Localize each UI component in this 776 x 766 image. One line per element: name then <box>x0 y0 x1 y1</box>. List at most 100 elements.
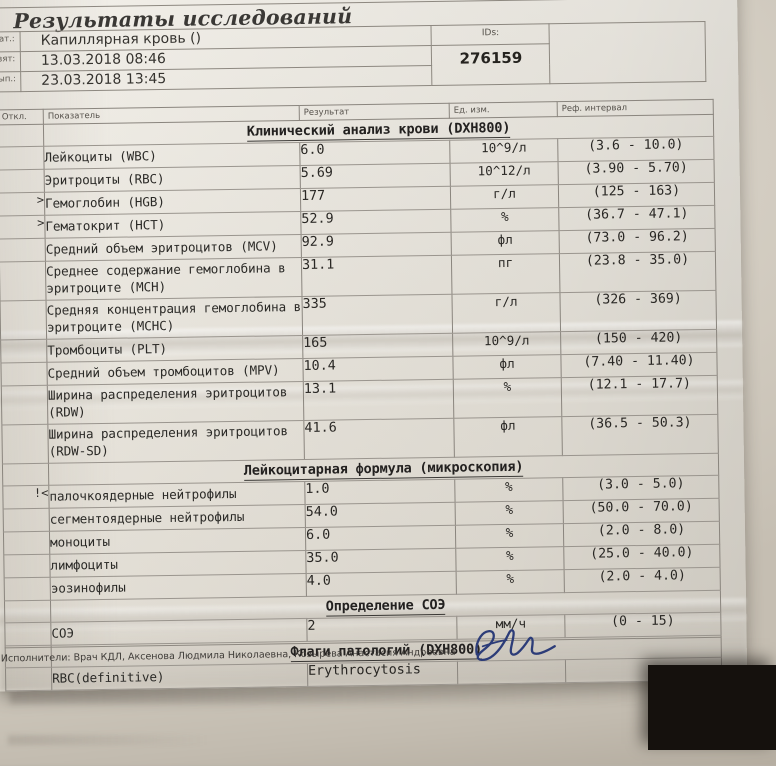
cell-result-value: 335 <box>301 294 453 336</box>
cell-result-value: 13.1 <box>303 379 454 421</box>
cell-indicator-name: Среднее содержание гемоглобина в эритроц… <box>45 257 302 301</box>
cell-indicator-name: Средняя концентрация гемоглобина в эритр… <box>46 296 303 340</box>
cell-result-value: 1.0 <box>304 479 456 505</box>
cell-reference-range: (36.5 - 50.3) <box>561 414 719 456</box>
cell-result-value: 31.1 <box>301 255 452 297</box>
meta-label-cell: Мат.: <box>0 31 21 53</box>
cell-reference-range: (2.0 - 4.0) <box>564 567 721 593</box>
id-value-cell: 276159 <box>431 43 551 86</box>
cell-result-value: 165 <box>302 333 453 359</box>
patient-id-value: 276159 <box>459 48 523 68</box>
cell-indicator-name: Ширина распределения эритроцитов (RDW) <box>47 381 304 425</box>
cell-reference-range: (2.0 - 8.0) <box>563 521 720 547</box>
cell-unit: пг <box>451 253 560 295</box>
cell-reference-range: (7.40 - 11.40) <box>560 352 718 378</box>
cell-deviation-flag <box>0 169 45 193</box>
dark-surface-corner <box>648 665 776 750</box>
cell-unit: % <box>450 207 560 233</box>
cell-unit: % <box>454 477 564 503</box>
cell-deviation-flag: > <box>0 192 45 216</box>
meta-label-cell: Взят: <box>0 51 21 73</box>
cell-reference-range: (3.0 - 5.0) <box>562 475 720 501</box>
cell-result-value: Erythrocytosis <box>307 661 458 687</box>
cell-unit: фл <box>452 354 562 380</box>
cell-indicator-name: RBC(definitive) <box>51 663 308 691</box>
cell-unit: фл <box>453 416 563 458</box>
cell-unit: % <box>453 377 562 419</box>
cell-result-value: 4.0 <box>306 571 457 597</box>
meta-label-cell: Вып.: <box>0 71 21 93</box>
cell-unit: % <box>455 500 564 526</box>
cell-deviation-flag <box>0 339 47 363</box>
header-blank-cell <box>549 21 706 84</box>
cell-reference-range: (326 - 369) <box>559 290 717 332</box>
cell-reference-range: (50.0 - 70.0) <box>563 498 720 524</box>
cell-deviation-flag <box>0 238 46 262</box>
report-content: Результаты исследований Мат.: Капиллярна… <box>0 0 722 691</box>
cell-deviation-flag <box>3 531 50 555</box>
cell-reference-range: (0 - 15) <box>564 612 722 638</box>
cell-reference-range: (73.0 - 96.2) <box>559 228 716 254</box>
cell-result-value: 6.0 <box>305 525 456 551</box>
cell-unit: г/л <box>451 292 561 334</box>
specimen-meta-table: Мат.: Капиллярная кровь () IDs: Взят: <box>0 21 706 93</box>
id-label-cell: IDs: <box>431 23 550 46</box>
table-body: Клинический анализ крови (DXH800) Лейкоци… <box>0 114 722 691</box>
cell-unit: фл <box>451 230 560 256</box>
cell-result-value: 52.9 <box>300 209 452 235</box>
cell-reference-range: (36.7 - 47.1) <box>558 205 716 231</box>
cell-unit: % <box>455 523 564 549</box>
report-header-block <box>0 0 712 9</box>
cell-deviation-flag: !< <box>2 485 50 509</box>
cell-deviation-flag <box>0 362 48 386</box>
cell-reference-range: (3.6 - 10.0) <box>557 136 715 162</box>
cell-unit: % <box>456 569 565 595</box>
cell-deviation-flag <box>3 554 51 578</box>
column-header-unit: Ед. изм. <box>449 101 558 119</box>
cell-deviation-flag <box>1 385 48 425</box>
column-header-deviation: Откл. <box>0 109 44 125</box>
cell-result-value: 177 <box>300 186 451 212</box>
cell-deviation-flag <box>5 667 52 691</box>
cell-unit <box>457 659 566 685</box>
section-title: Клинический анализ крови (DXH800) <box>246 119 511 142</box>
cell-unit: 10^12/л <box>450 161 559 187</box>
completed-datetime-value: 23.03.2018 13:45 <box>41 70 167 89</box>
cell-unit: мм/ч <box>456 614 566 640</box>
section-spacer-cell <box>4 600 51 623</box>
section-spacer-cell <box>0 124 44 147</box>
cell-result-value: 6.0 <box>299 140 451 166</box>
cell-result-value: 35.0 <box>305 548 457 574</box>
section-title: Определение СОЭ <box>325 596 446 617</box>
cell-result-value: 2 <box>306 616 458 642</box>
cell-unit: г/л <box>450 184 559 210</box>
cell-indicator-name: Ширина распределения эритроцитов (RDW-SD… <box>47 420 305 464</box>
cell-deviation-flag <box>4 622 52 646</box>
cell-deviation-flag <box>1 424 49 464</box>
section-title: Лейкоцитарная формула (микроскопия) <box>243 458 524 481</box>
cell-result-value: 92.9 <box>301 232 452 258</box>
cell-deviation-flag <box>0 261 47 301</box>
cell-reference-range: (125 - 163) <box>558 182 715 208</box>
cell-deviation-flag <box>3 508 50 532</box>
cell-deviation-flag <box>0 146 45 170</box>
section-spacer-cell <box>2 463 49 486</box>
blurred-background-text-secondary <box>8 735 208 745</box>
cell-result-value: 10.4 <box>302 356 454 382</box>
meta-label-completed: Вып.: <box>0 74 16 85</box>
lab-report-sheet: Результаты исследований Мат.: Капиллярна… <box>0 0 748 692</box>
cell-reference-range: (23.8 - 35.0) <box>559 251 716 293</box>
blurred-background-text <box>10 690 650 704</box>
cell-reference-range: (12.1 - 17.7) <box>561 375 718 417</box>
cell-result-value: 41.6 <box>303 418 455 460</box>
cell-result-value: 54.0 <box>305 502 456 528</box>
cell-result-value: 5.69 <box>300 163 451 189</box>
cell-deviation-flag: > <box>0 215 46 239</box>
meta-label-material: Мат.: <box>0 34 15 45</box>
cell-unit: 10^9/л <box>452 331 561 357</box>
meta-label-collected: Взят: <box>0 54 16 65</box>
cell-reference-range: (3.90 - 5.70) <box>558 159 715 185</box>
cell-deviation-flag <box>4 577 51 601</box>
id-label: IDs: <box>481 28 500 39</box>
